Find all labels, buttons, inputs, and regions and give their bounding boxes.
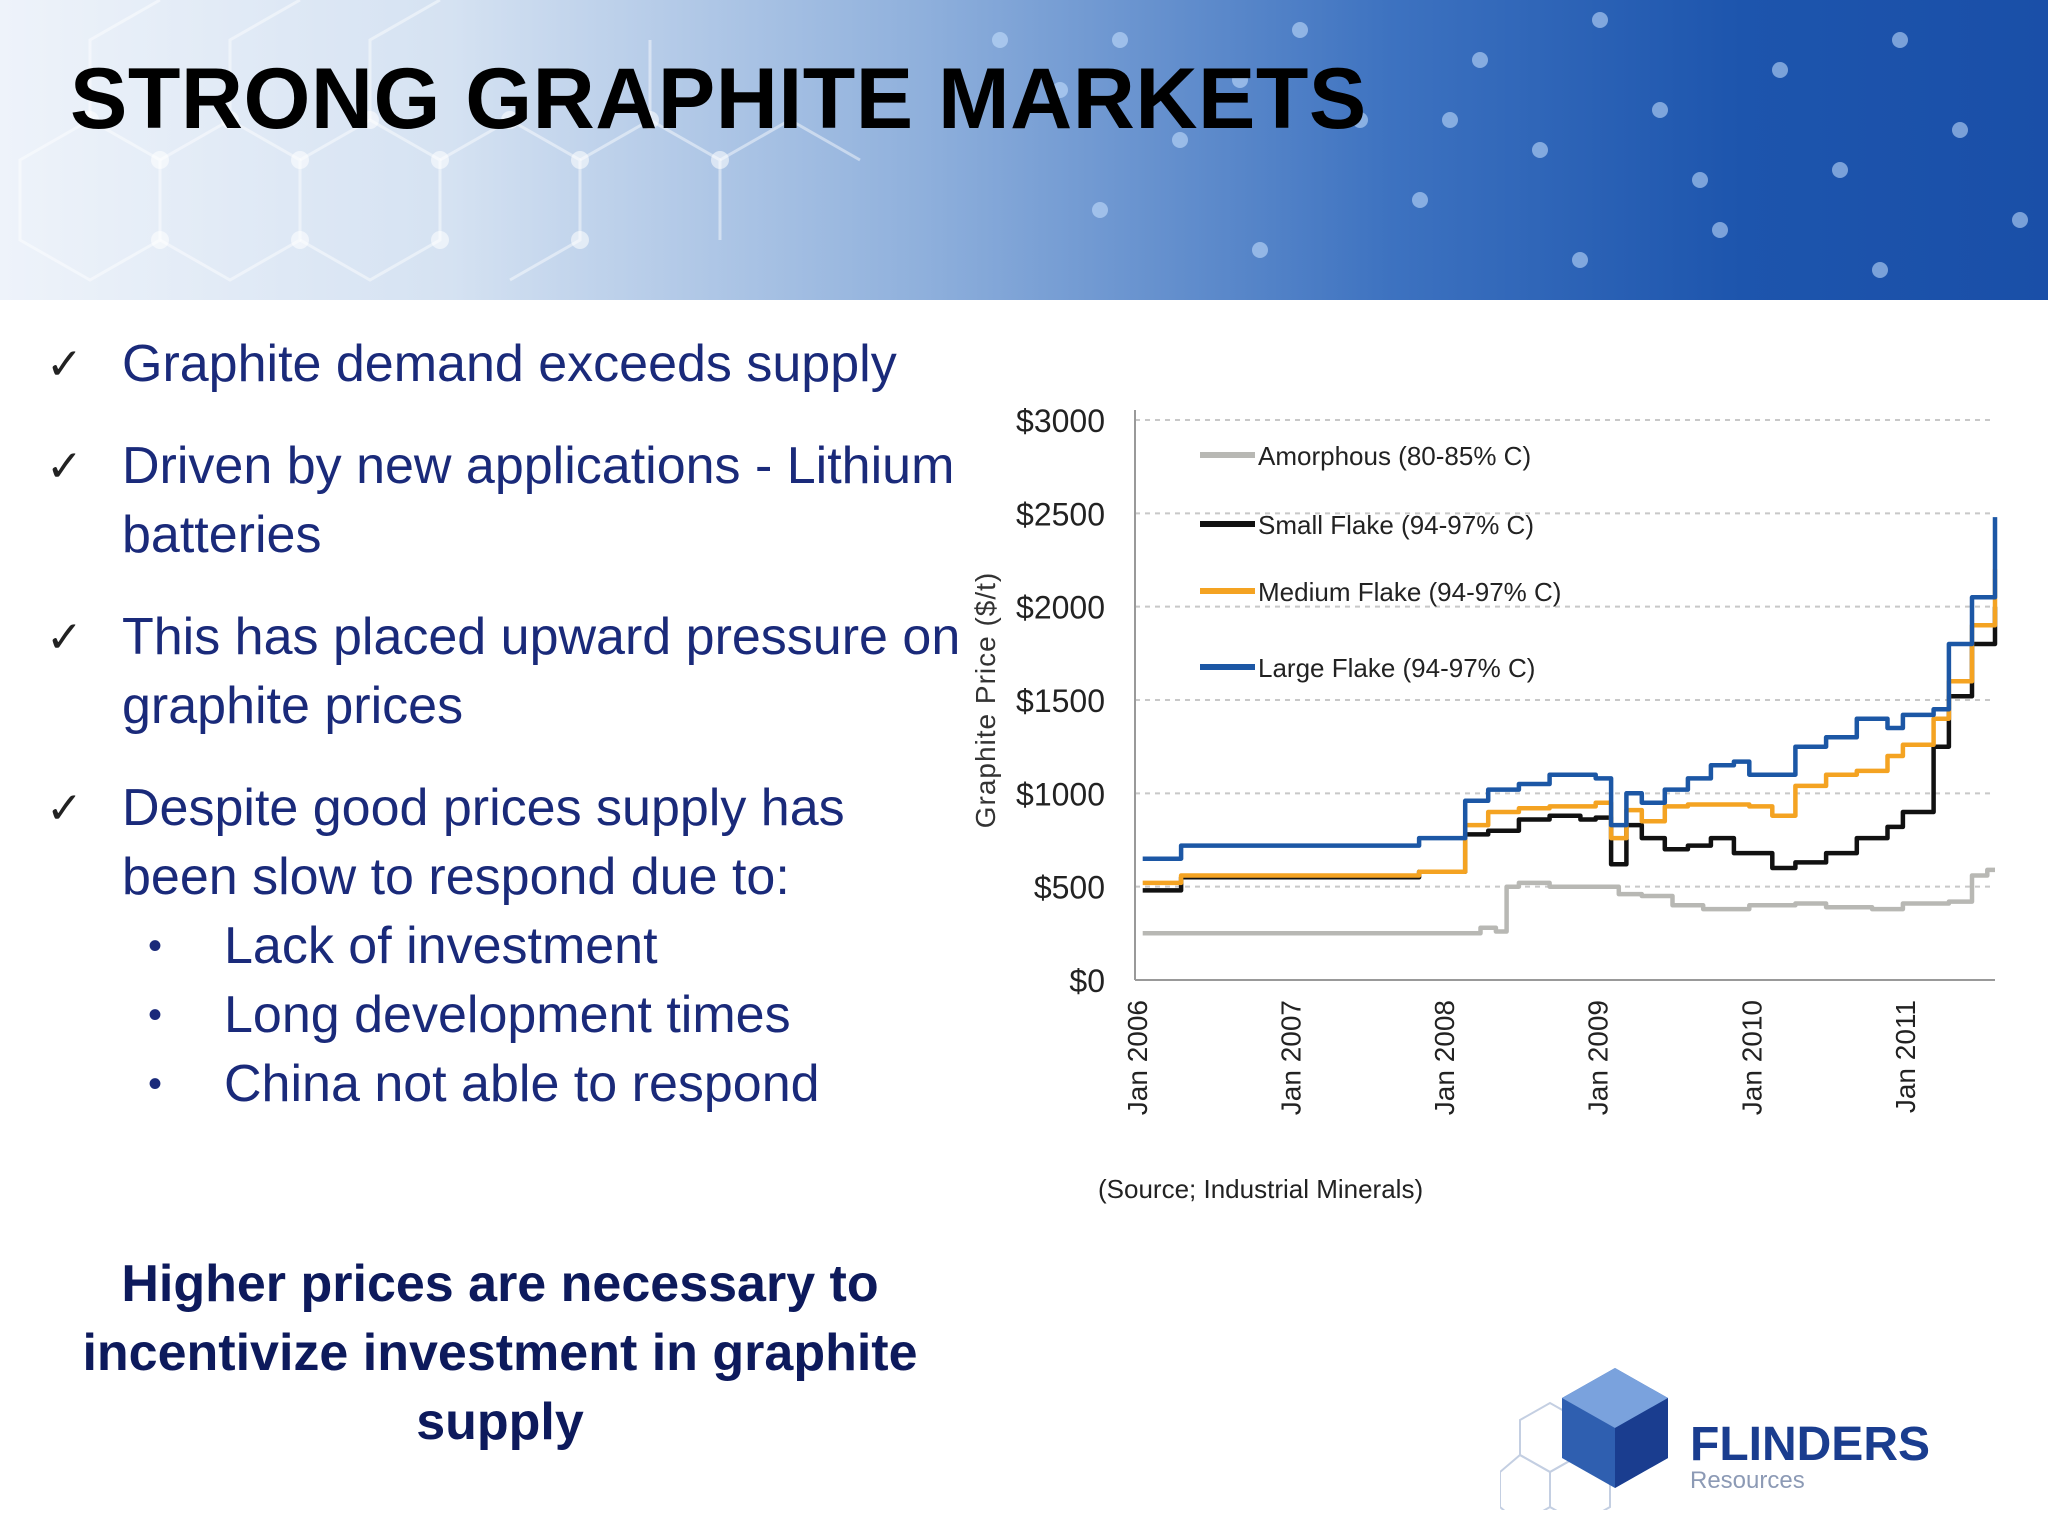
hexagon-logo-icon	[1500, 1368, 1668, 1510]
y-tick-label: $1000	[1016, 776, 1105, 812]
bullet-text: Despite good prices supply has been slow…	[122, 779, 845, 906]
x-tick-label: Jan 2009	[1583, 1000, 1614, 1115]
y-tick-label: $3000	[1016, 403, 1105, 439]
slide-title: STRONG GRAPHITE MARKETS	[70, 51, 1367, 147]
y-tick-label: $1500	[1016, 683, 1105, 719]
sub-bullet-text: Lack of investment	[224, 917, 658, 975]
bullet-item: ✓ Graphite demand exceeds supply	[44, 330, 964, 399]
bullet-list: ✓ Graphite demand exceeds supply ✓ Drive…	[44, 330, 964, 1119]
legend-label: Medium Flake (94-97% C)	[1258, 577, 1561, 607]
series-line	[1142, 569, 1998, 886]
check-icon: ✓	[46, 339, 83, 390]
sub-bullet-item: • China not able to respond	[44, 1050, 964, 1119]
x-tick-label: Jan 2011	[1890, 1000, 1921, 1113]
legend-label: Amorphous (80-85% C)	[1258, 441, 1531, 471]
logo-name: FLINDERS	[1690, 1418, 1930, 1471]
company-logo: FLINDERS Resources	[1500, 1368, 1930, 1510]
series-line	[1142, 867, 1995, 936]
check-icon: ✓	[46, 612, 83, 663]
x-tick-label: Jan 2007	[1276, 1000, 1307, 1115]
x-tick-label: Jan 2008	[1429, 1000, 1460, 1115]
conclusion-text: Higher prices are necessary to incentivi…	[82, 1255, 918, 1451]
header-banner: STRONG GRAPHITE MARKETS	[0, 0, 2048, 300]
check-icon: ✓	[46, 441, 83, 492]
y-tick-label: $2000	[1016, 590, 1105, 626]
sub-bullet-item: • Lack of investment	[44, 912, 964, 981]
y-tick-label: $0	[1069, 963, 1105, 999]
logo-sub: Resources	[1690, 1467, 1805, 1494]
y-tick-label: $2500	[1016, 496, 1105, 532]
check-icon: ✓	[46, 783, 83, 834]
bullet-item: ✓ This has placed upward pressure on gra…	[44, 603, 964, 741]
bullet-text: Driven by new applications - Lithium bat…	[122, 437, 955, 564]
x-tick-label: Jan 2006	[1122, 1000, 1153, 1115]
bullet-text: Graphite demand exceeds supply	[122, 335, 897, 393]
x-tick-label: Jan 2010	[1736, 1000, 1767, 1115]
bullet-text: This has placed upward pressure on graph…	[122, 608, 961, 735]
bullet-dot-icon: •	[148, 1062, 163, 1106]
sub-bullet-item: • Long development times	[44, 981, 964, 1050]
bullet-dot-icon: •	[148, 993, 163, 1037]
price-chart: $0 $500 $1000 $1500 $2000 $2500 $3000 Jan 2006 J…	[970, 403, 1998, 1204]
bullet-dot-icon: •	[148, 924, 163, 968]
series-line	[1142, 517, 1998, 861]
y-axis-label: Graphite Price ($/t)	[970, 572, 1001, 829]
legend-label: Small Flake (94-97% C)	[1258, 510, 1534, 540]
bullet-item: ✓ Despite good prices supply has been sl…	[44, 774, 964, 912]
sub-bullet-text: China not able to respond	[224, 1055, 820, 1113]
molecule-background	[18, 0, 2028, 282]
y-tick-label: $500	[1034, 870, 1105, 906]
legend-label: Large Flake (94-97% C)	[1258, 653, 1535, 683]
bullet-item: ✓ Driven by new applications - Lithium b…	[44, 432, 964, 570]
sub-bullet-text: Long development times	[224, 986, 791, 1044]
source-note: (Source; Industrial Minerals)	[1098, 1174, 1423, 1204]
